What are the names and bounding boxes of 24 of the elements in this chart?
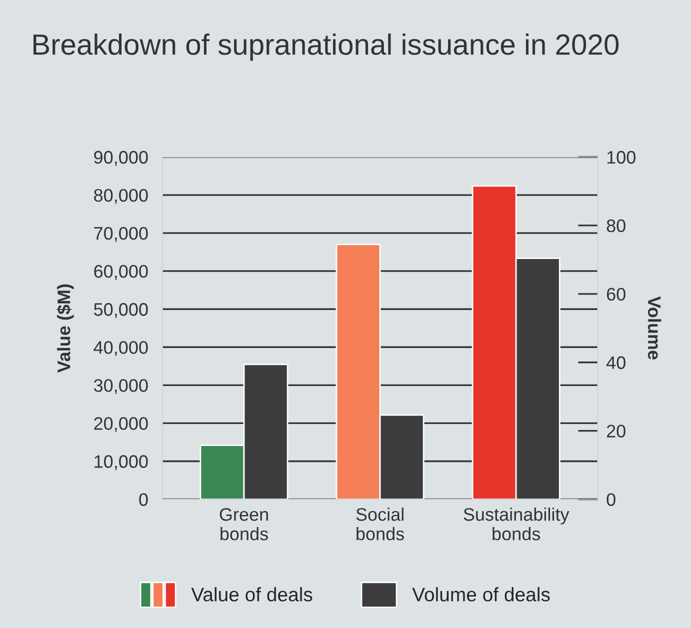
y2-tick-label: 80 [606,219,626,232]
y2-tick-label: 40 [606,356,626,370]
y2-tick-label: 20 [606,424,626,438]
legend-label: Value of deals [191,587,312,602]
y-tick-label: 50,000 [94,303,148,318]
y-tick-label: 10,000 [94,455,148,470]
y-tick-label: 90,000 [94,150,148,166]
y-tick-label: 20,000 [94,417,148,432]
y-tick-label: 40,000 [94,341,148,356]
chart-title: Breakdown of supranational issuance in 2020 [33,34,619,61]
y2-tick-label: 0 [606,493,616,506]
y-axis-title: Value ($M) [56,284,74,373]
y-tick-label: 30,000 [94,379,148,394]
y-tick-label: 80,000 [94,188,148,204]
x-tick-label: Green bonds [220,508,268,540]
y2-axis-title: Volume [648,296,662,360]
legend-label: Volume of deals [412,587,550,602]
y2-tick-label: 60 [606,288,626,301]
y2-tick-label: 100 [607,150,636,164]
y-tick-label: 70,000 [94,226,148,242]
y-tick-label: 60,000 [94,265,148,280]
x-tick-label: Sustainability bonds [464,508,570,540]
x-tick-label: Social bonds [356,508,404,540]
y-tick-label: 0 [139,493,148,506]
